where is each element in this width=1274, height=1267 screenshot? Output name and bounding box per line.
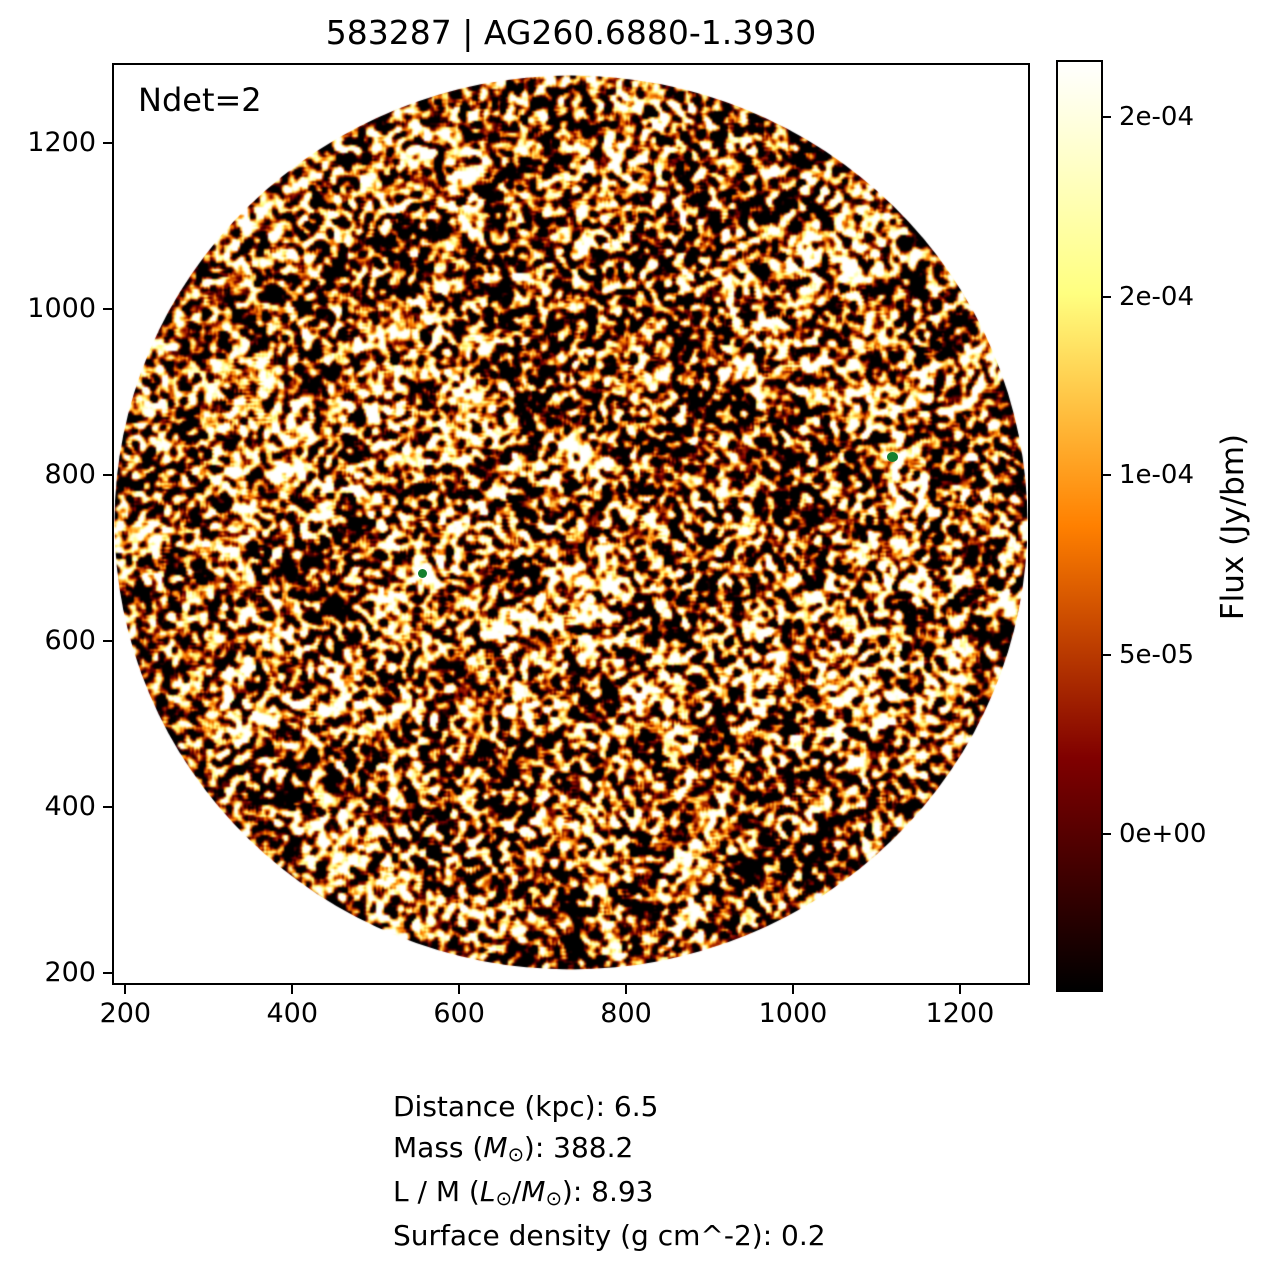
colorbar: [1056, 60, 1103, 992]
x-tick-mark: [791, 985, 794, 994]
colorbar-tick-mark: [1103, 115, 1111, 118]
x-tick-mark: [124, 985, 127, 994]
info-text: Surface density (g cm^-2): 0.2: [393, 1219, 826, 1252]
y-tick-mark: [103, 473, 112, 476]
info-text: L: [479, 1175, 496, 1208]
x-tick-label: 800: [600, 998, 652, 1029]
y-tick-label: 1200: [27, 126, 96, 158]
info-line: Distance (kpc): 6.5: [393, 1086, 826, 1127]
plot-title: 583287 | AG260.6880-1.3930: [325, 13, 817, 52]
y-tick-mark: [103, 971, 112, 974]
flux-map-image: [114, 65, 1028, 983]
x-tick-mark: [458, 985, 461, 994]
y-tick-mark: [103, 805, 112, 808]
colorbar-tick-mark: [1103, 473, 1111, 476]
info-line: Surface density (g cm^-2): 0.2: [393, 1215, 826, 1256]
colorbar-tick-label: 5e-05: [1119, 639, 1195, 670]
info-text: ⊙: [495, 1186, 512, 1210]
colorbar-label: Flux (Jy/bm): [1215, 433, 1251, 621]
info-block: Distance (kpc): 6.5 Mass (M⊙): 388.2 L / M…: [393, 1086, 826, 1256]
x-tick-label: 400: [266, 998, 319, 1029]
y-tick-mark: [103, 307, 112, 310]
info-text: ): 8.93: [561, 1175, 654, 1208]
info-text: ): 388.2: [523, 1131, 634, 1164]
colorbar-tick-mark: [1103, 653, 1111, 656]
y-tick-label: 200: [44, 956, 96, 988]
colorbar-tick-label: 0e+00: [1119, 819, 1207, 850]
x-tick-mark: [958, 985, 961, 994]
x-tick-label: 200: [99, 998, 152, 1029]
detection-marker: [417, 568, 427, 578]
y-tick-mark: [103, 141, 112, 144]
info-text: Mass (: [393, 1131, 484, 1164]
x-tick-mark: [291, 985, 294, 994]
y-tick-label: 600: [44, 624, 96, 656]
detection-marker: [886, 452, 898, 463]
x-tick-label: 1200: [925, 998, 995, 1029]
info-text: Distance (kpc): 6.5: [393, 1090, 659, 1123]
main-plot: Ndet=2: [112, 63, 1030, 985]
info-line: Mass (M⊙): 388.2: [393, 1127, 826, 1171]
ndet-annotation: Ndet=2: [138, 81, 262, 119]
colorbar-tick-mark: [1103, 295, 1111, 298]
x-tick-label: 600: [433, 998, 485, 1029]
x-tick-mark: [625, 985, 628, 994]
info-text: M: [521, 1175, 546, 1208]
colorbar-tick-mark: [1103, 833, 1111, 836]
info-text: /: [511, 1175, 522, 1208]
info-line: L / M (L⊙/M⊙): 8.93: [393, 1171, 826, 1215]
y-tick-label: 800: [44, 458, 96, 490]
info-text: L / M (: [393, 1175, 480, 1208]
y-tick-mark: [103, 639, 112, 642]
x-tick-label: 1000: [758, 998, 828, 1029]
info-text: ⊙: [545, 1186, 562, 1210]
info-text: M: [483, 1131, 508, 1164]
colorbar-tick-label: 1e-04: [1119, 459, 1195, 490]
colorbar-tick-label: 2e-04: [1119, 281, 1195, 312]
y-tick-label: 1000: [27, 292, 96, 324]
info-text: ⊙: [507, 1142, 524, 1166]
y-tick-label: 400: [44, 790, 96, 822]
colorbar-tick-label: 2e-04: [1119, 101, 1195, 132]
